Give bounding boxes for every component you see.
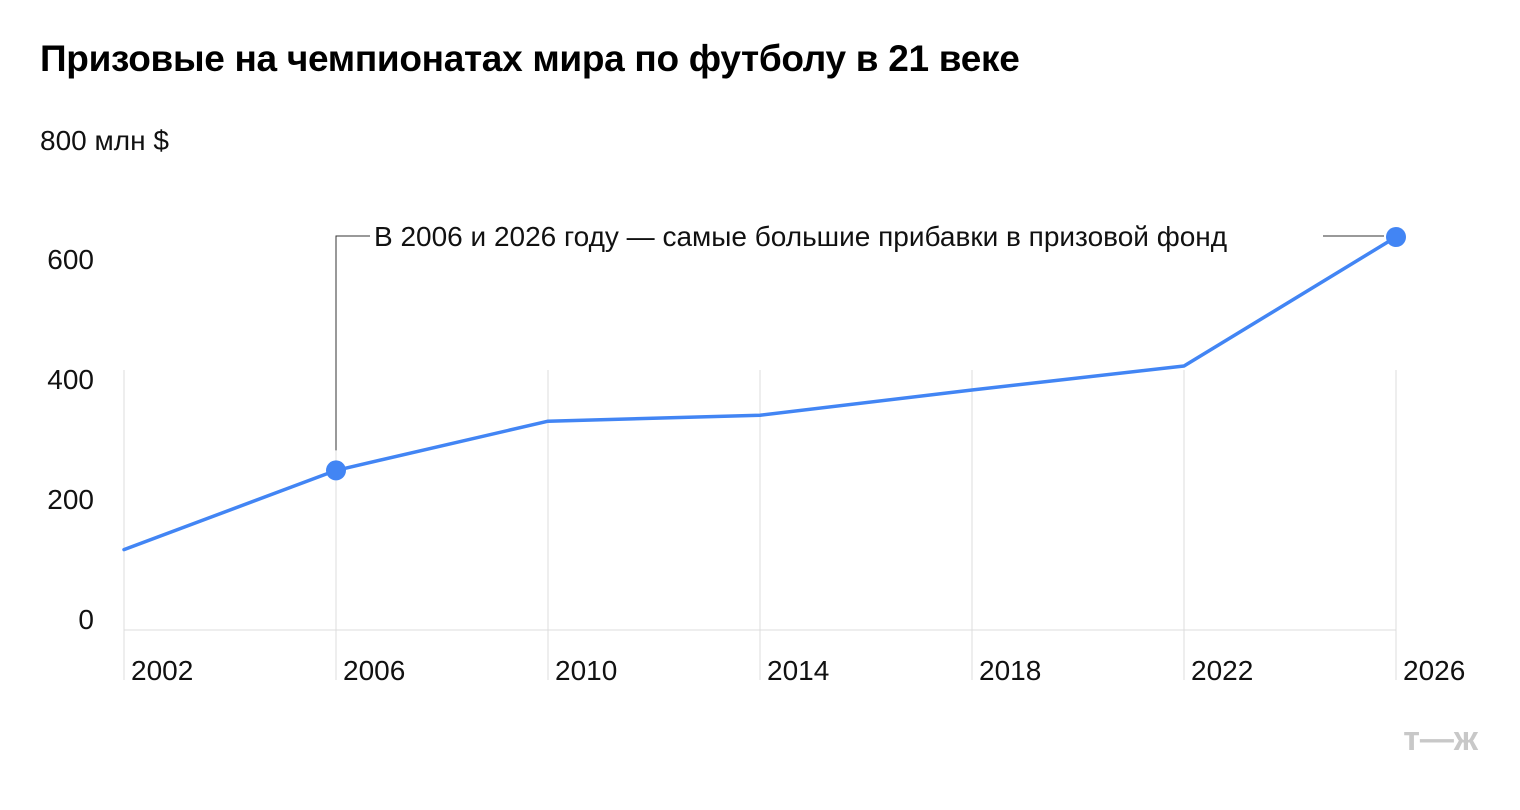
x-tick-label-2006: 2006 — [343, 655, 405, 686]
y-tick-labels: 0 200 400 600 — [47, 244, 94, 635]
annotation-leader-left — [335, 235, 370, 451]
x-tick-label-2010: 2010 — [555, 655, 617, 686]
x-tick-label-2002: 2002 — [131, 655, 193, 686]
annotation: В 2006 и 2026 году — самые большие приба… — [335, 221, 1384, 451]
highlight-point-2006 — [326, 460, 346, 481]
y-axis-unit-label: 800 млн $ — [40, 125, 169, 156]
x-tick-label-2026: 2026 — [1403, 655, 1465, 686]
highlight-point-2026 — [1386, 227, 1406, 247]
y-tick-label-200: 200 — [47, 484, 94, 515]
x-tick-label-2018: 2018 — [979, 655, 1041, 686]
highlight-points — [326, 227, 1406, 481]
chart-title: Призовые на чемпионатах мира по футболу … — [40, 38, 1020, 79]
x-tick-label-2022: 2022 — [1191, 655, 1253, 686]
y-tick-label-400: 400 — [47, 364, 94, 395]
annotation-text: В 2006 и 2026 году — самые большие приба… — [374, 221, 1227, 252]
brand-logo: т—ж — [1403, 720, 1479, 758]
x-tick-label-2014: 2014 — [767, 655, 829, 686]
y-tick-label-0: 0 — [78, 604, 94, 635]
x-tick-labels: 2002 2006 2010 2014 2018 2022 2026 — [131, 655, 1465, 686]
y-tick-label-600: 600 — [47, 244, 94, 275]
